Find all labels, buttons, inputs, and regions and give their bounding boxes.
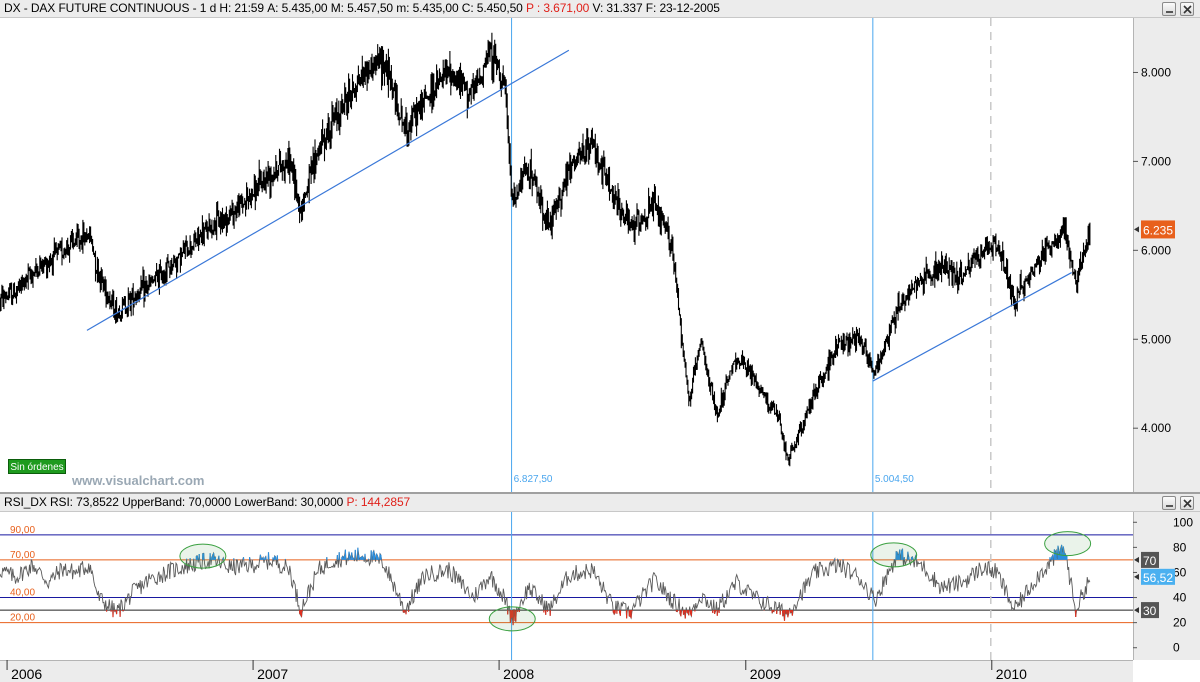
main-panel-minimize-button[interactable]	[1162, 2, 1176, 16]
highlight-circle	[488, 606, 536, 632]
close-icon	[1183, 5, 1192, 14]
price-axis[interactable]	[1133, 18, 1200, 492]
rsi-header: RSI_DX RSI: 73,8522 UpperBand: 70,0000 L…	[0, 494, 1200, 512]
rsi-marker-pointer	[1134, 573, 1139, 580]
rsi-axis[interactable]	[1133, 512, 1200, 660]
rsi-upper-band: UpperBand: 70,0000	[122, 495, 232, 509]
vline-label: 5.004,50	[875, 474, 914, 485]
rsi-lower-band: LowerBand: 30,0000	[234, 495, 344, 509]
price-tick-label: 4.000	[1141, 421, 1171, 435]
watermark: www.visualchart.com	[72, 473, 205, 488]
quote-pl: P : 3.671,00	[525, 1, 590, 15]
quote-time: H: 21:59	[219, 1, 264, 15]
last-price-pointer	[1134, 226, 1139, 233]
rsi-chart[interactable]: 0 20 40 60 80 100 90,00 70,00 40,00 20,00 70 56,52 3…	[0, 512, 1200, 660]
quote-open: A: 5.435,00	[267, 1, 328, 15]
rsi-overbought-segments	[30, 544, 1068, 560]
rsi-band-label: 40,00	[10, 588, 35, 599]
price-chart[interactable]: 4.000 5.000 6.000 7.000 8.000 6.827,50 5.004,5…	[0, 18, 1200, 492]
rsi-marker-pointer	[1134, 556, 1139, 563]
rsi-panel-minimize-button[interactable]	[1162, 496, 1176, 510]
last-price-tag	[1141, 220, 1175, 239]
orders-status-button[interactable]: Sin órdenes	[8, 459, 66, 474]
rsi-axis-marker	[1141, 568, 1175, 585]
price-tick-label: 8.000	[1141, 65, 1171, 79]
rsi-axis-marker	[1141, 551, 1159, 568]
rsi-tick-label: 60	[1173, 565, 1187, 579]
minimize-icon	[1166, 11, 1173, 13]
main-panel-close-button[interactable]	[1180, 2, 1194, 16]
quote-close: C: 5.450,50	[461, 1, 523, 15]
quote-date: F: 23-12-2005	[645, 1, 720, 15]
rsi-axis-marker	[1141, 602, 1159, 619]
price-bars	[0, 32, 1091, 467]
quote-info: DX - DAX FUTURE CONTINUOUS - 1 d H: 21:5…	[4, 1, 720, 15]
rsi-axis-marker-label: 70	[1143, 554, 1157, 568]
quote-volume: V: 31.337	[592, 1, 643, 15]
date-tick-label: 2009	[750, 666, 781, 681]
rsi-tick-label: 80	[1173, 540, 1187, 554]
rsi-band-label: 90,00	[10, 525, 35, 536]
trendline	[86, 49, 570, 331]
rsi-value: RSI_DX RSI: 73,8522	[4, 495, 119, 509]
last-price-label: 6.235	[1143, 223, 1173, 237]
highlight-circle	[870, 542, 918, 568]
highlight-circle	[1044, 531, 1092, 557]
rsi-marker-pointer	[1134, 607, 1139, 614]
symbol-title: DX - DAX FUTURE CONTINUOUS - 1 d	[4, 1, 217, 15]
rsi-pl: P: 144,2857	[346, 495, 411, 509]
date-tick-label: 2007	[257, 666, 288, 681]
rsi-tick-label: 0	[1173, 641, 1180, 655]
quote-low: m: 5.435,00	[396, 1, 459, 15]
date-axis[interactable]	[0, 660, 1133, 682]
rsi-tick-label: 40	[1173, 591, 1187, 605]
rsi-tick-label: 20	[1173, 616, 1187, 630]
close-icon	[1183, 499, 1192, 508]
quote-high: M: 5.457,50	[330, 1, 394, 15]
rsi-tick-label: 100	[1173, 515, 1193, 529]
date-axis-labels: 2006 2007 2008 2009 2010	[6, 660, 1027, 681]
date-tick-label: 2008	[503, 666, 534, 681]
highlight-circle	[179, 543, 227, 569]
rsi-line	[0, 544, 1091, 626]
date-tick-label: 2006	[11, 666, 42, 681]
price-tick-label: 6.000	[1141, 243, 1171, 257]
panel-separator[interactable]	[0, 492, 1200, 494]
rsi-info: RSI_DX RSI: 73,8522 UpperBand: 70,0000 L…	[4, 495, 410, 509]
minimize-icon	[1166, 505, 1173, 507]
rsi-axis-marker-label: 56,52	[1143, 571, 1173, 585]
main-chart-header: DX - DAX FUTURE CONTINUOUS - 1 d H: 21:5…	[0, 0, 1200, 18]
rsi-panel-close-button[interactable]	[1180, 496, 1194, 510]
trendline	[872, 272, 1072, 382]
price-tick-label: 5.000	[1141, 332, 1171, 346]
date-tick-label: 2010	[996, 666, 1027, 681]
rsi-band-label: 20,00	[10, 613, 35, 624]
rsi-oversold-segments	[106, 610, 1078, 626]
price-tick-label: 7.000	[1141, 154, 1171, 168]
rsi-band-label: 70,00	[10, 550, 35, 561]
rsi-axis-marker-label: 30	[1143, 604, 1157, 618]
vline-label: 6.827,50	[514, 474, 553, 485]
